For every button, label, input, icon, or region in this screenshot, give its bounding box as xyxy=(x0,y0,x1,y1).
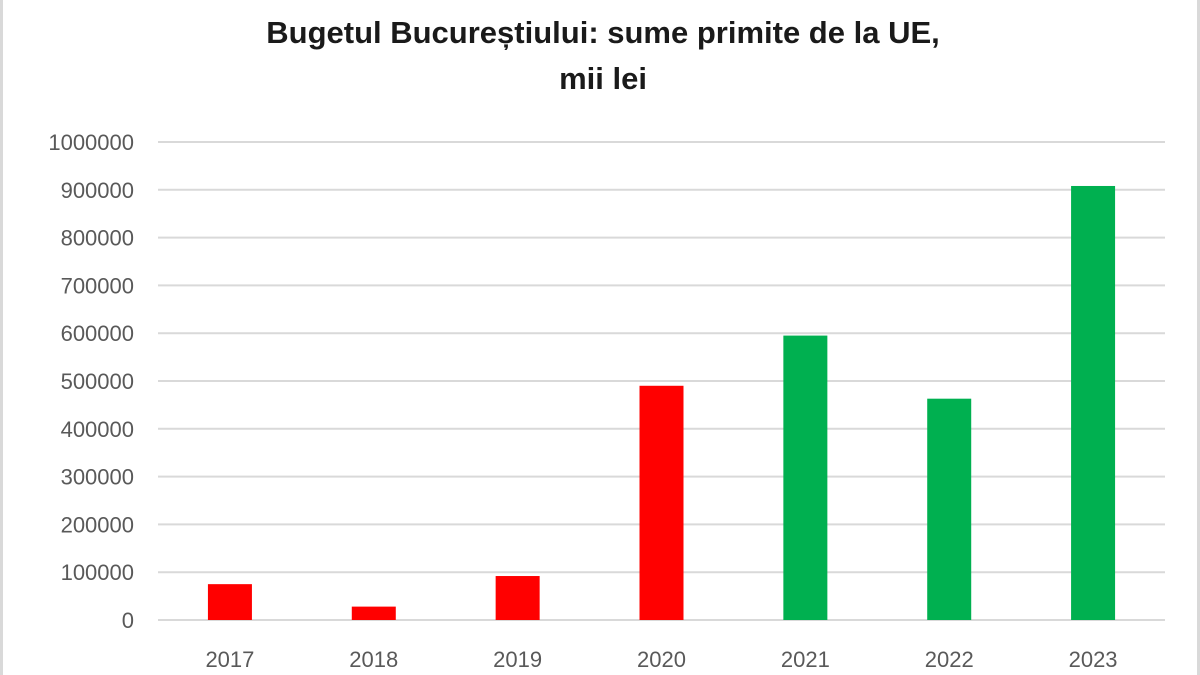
y-tick-label: 400000 xyxy=(61,417,134,442)
bar-2022 xyxy=(927,398,972,620)
bar-2019 xyxy=(495,576,540,620)
bar-2023 xyxy=(1071,185,1116,620)
x-tick-label: 2022 xyxy=(925,647,974,672)
x-tick-label: 2023 xyxy=(1069,647,1118,672)
y-tick-label: 600000 xyxy=(61,321,134,346)
y-tick-label: 0 xyxy=(122,608,134,633)
x-tick-label: 2020 xyxy=(637,647,686,672)
x-tick-label: 2018 xyxy=(349,647,398,672)
y-tick-label: 900000 xyxy=(61,178,134,203)
chart-title-line-2: mii lei xyxy=(559,61,647,96)
bar-2018 xyxy=(351,606,396,620)
bar-2020 xyxy=(639,385,684,620)
y-axis-tick-labels: 0 100000 200000 300000 400000 500000 600000 700… xyxy=(48,130,134,633)
y-tick-label: 1000000 xyxy=(48,130,134,155)
y-tick-label: 500000 xyxy=(61,369,134,394)
y-tick-label: 100000 xyxy=(61,560,134,585)
bar-2017 xyxy=(207,584,252,620)
chart-title: Bugetul Bucureștiului: sume primite de l… xyxy=(3,10,1200,102)
gridlines xyxy=(158,141,1165,621)
y-tick-label: 700000 xyxy=(61,273,134,298)
y-tick-label: 300000 xyxy=(61,465,134,490)
y-tick-label: 800000 xyxy=(61,226,134,251)
chart-title-line-1: Bugetul Bucureștiului: sume primite de l… xyxy=(266,15,940,50)
y-tick-label: 200000 xyxy=(61,512,134,537)
bars xyxy=(207,185,1116,620)
x-tick-label: 2017 xyxy=(205,647,254,672)
bar-chart-plot: 0 100000 200000 300000 400000 500000 600000 700… xyxy=(48,130,1165,672)
bar-2021 xyxy=(783,335,828,620)
x-tick-label: 2021 xyxy=(781,647,830,672)
x-axis-tick-labels: 2017 2018 2019 2020 2021 2022 2023 xyxy=(205,647,1117,672)
x-tick-label: 2019 xyxy=(493,647,542,672)
